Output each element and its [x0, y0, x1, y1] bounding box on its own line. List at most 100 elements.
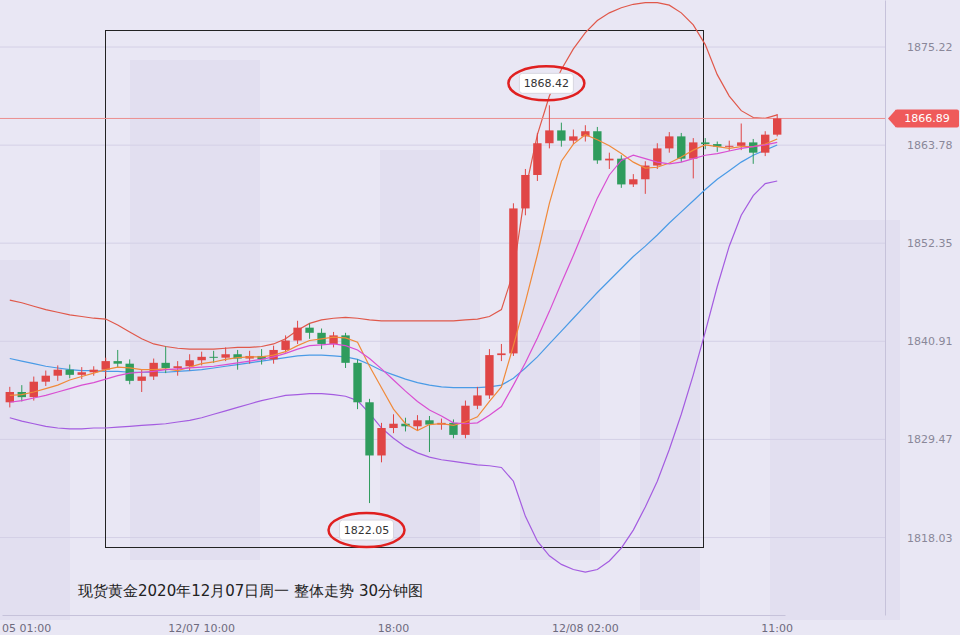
candle-wick	[609, 153, 610, 169]
candle	[473, 387, 481, 409]
candle-body	[521, 175, 529, 208]
candle-body	[377, 428, 385, 455]
annotation-box	[519, 73, 573, 93]
candle-body	[221, 354, 229, 357]
candle-body	[497, 353, 505, 355]
candle-body	[509, 208, 517, 353]
candle	[425, 416, 433, 452]
x-tick-label: 12/08 02:00	[552, 622, 619, 635]
series-line	[10, 135, 777, 431]
candle-body	[66, 370, 74, 375]
candle-body	[605, 159, 613, 161]
x-tick: 05 01:00	[2, 615, 51, 635]
candle-body	[137, 377, 145, 381]
candle-body	[629, 179, 637, 184]
candle-body	[389, 424, 397, 428]
candle-wick	[237, 350, 238, 370]
candle	[377, 423, 385, 462]
candle-body	[209, 357, 217, 358]
background-building	[520, 230, 600, 560]
current-price-tag: 1866.89	[888, 109, 959, 127]
candle	[66, 365, 74, 379]
y-tick-label: 1829.47	[907, 433, 953, 446]
candle-body	[185, 360, 193, 366]
current-price-arrow	[888, 109, 896, 127]
y-axis-line	[885, 1, 886, 616]
candle	[605, 153, 613, 169]
candle-body	[281, 341, 289, 350]
series-line	[10, 181, 777, 572]
x-tick: 12/08 02:00	[552, 615, 619, 635]
background-building	[770, 220, 900, 620]
candle	[653, 143, 661, 169]
y-tick: 1818.03	[885, 532, 953, 545]
candle	[521, 169, 529, 215]
day-box	[106, 31, 704, 548]
candle	[593, 127, 601, 164]
candle	[233, 350, 241, 370]
candle	[557, 123, 565, 147]
candle-body	[161, 363, 169, 368]
candle-body	[78, 372, 86, 375]
candle	[114, 350, 122, 368]
y-tick: 1875.22	[885, 41, 953, 54]
current-price-label: 1866.89	[904, 112, 950, 125]
candle-body	[293, 328, 301, 341]
candle-body	[737, 142, 745, 145]
candle-body	[114, 361, 122, 364]
plot-area	[0, 3, 885, 573]
annotation-label: 1868.42	[524, 77, 570, 90]
candle	[102, 358, 110, 377]
candle-wick	[729, 141, 730, 151]
x-axis: 05 01:00 12/07 10:00 18:00 12/08 02:00 11:00	[2, 615, 793, 635]
x-tick: 11:00	[761, 615, 793, 635]
background-building	[380, 150, 480, 550]
candle	[749, 139, 757, 164]
series-line	[10, 142, 777, 423]
candle	[365, 399, 373, 503]
candle-body	[557, 130, 565, 140]
y-tick: 1852.35	[885, 237, 953, 250]
y-tick: 1829.47	[885, 433, 953, 446]
y-tick-label: 1840.91	[907, 335, 953, 348]
background-decoration	[0, 60, 900, 620]
candle-body	[569, 136, 577, 140]
candle	[581, 125, 589, 141]
current-price-box	[895, 109, 959, 127]
chart: 1818.031829.471840.911852.351863.781875.…	[0, 0, 960, 635]
candle-body	[725, 146, 733, 147]
grid-line	[0, 47, 885, 48]
candle	[545, 105, 553, 148]
y-tick-label: 1852.35	[907, 237, 953, 250]
background-building	[0, 260, 70, 620]
x-axis-line	[3, 615, 786, 616]
candle-body	[617, 159, 625, 185]
candle-body	[173, 366, 181, 368]
y-tick: 1840.91	[885, 335, 953, 348]
annotations: 1868.42 1822.05	[329, 66, 585, 547]
candle	[293, 321, 301, 344]
candle-body	[197, 357, 205, 360]
candle-body	[485, 355, 493, 395]
candle-wick	[501, 344, 502, 361]
candle-wick	[117, 350, 118, 368]
grid-line	[0, 243, 885, 244]
x-tick: 12/07 10:00	[168, 615, 235, 635]
y-tick-label: 1875.22	[907, 41, 953, 54]
x-tick-label: 18:00	[378, 622, 410, 635]
x-tick-label: 12/07 10:00	[168, 622, 235, 635]
grid-line	[0, 341, 885, 342]
high-annotation: 1868.42	[508, 66, 584, 100]
candle	[353, 359, 361, 409]
low-annotation: 1822.05	[329, 513, 405, 547]
candle	[629, 174, 637, 187]
candle	[54, 365, 62, 380]
current-price-line	[0, 118, 885, 119]
candle-body	[593, 131, 601, 160]
candles	[6, 105, 782, 503]
x-tick: 18:00	[378, 615, 410, 635]
background-building	[130, 60, 260, 560]
candle	[725, 141, 733, 151]
candle-body	[533, 143, 541, 175]
candle	[329, 332, 337, 347]
